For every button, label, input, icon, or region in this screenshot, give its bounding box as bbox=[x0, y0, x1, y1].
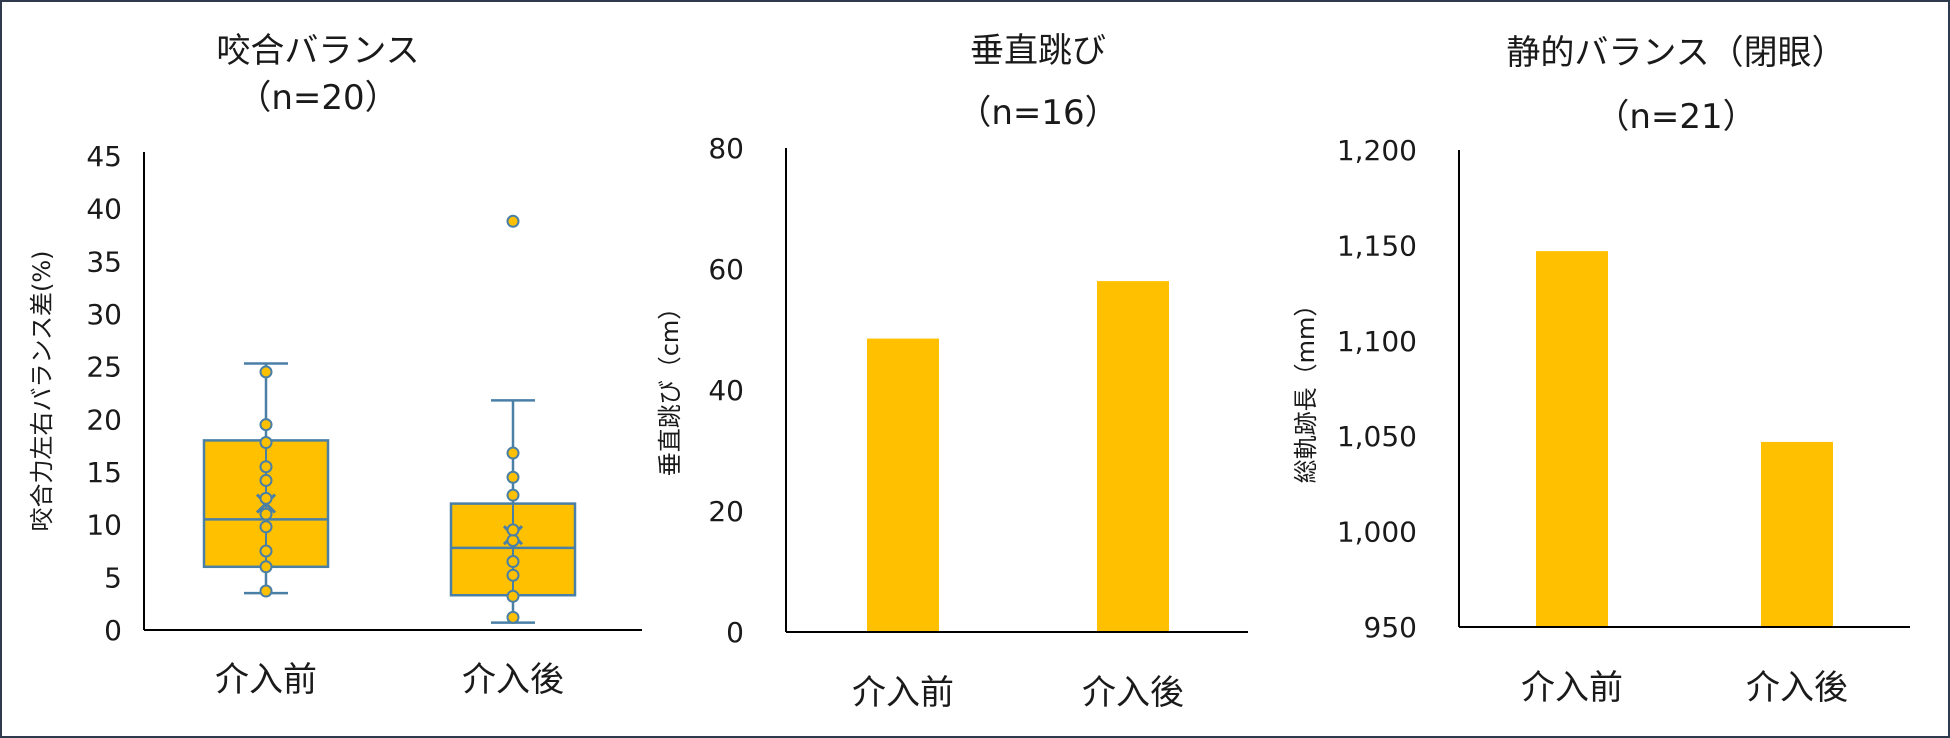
balance-category-after: 介入後 bbox=[1746, 668, 1848, 708]
jump-y-tick-2: 40 bbox=[708, 374, 744, 407]
box-y-tick-2: 10 bbox=[86, 509, 122, 542]
box-before-point-3 bbox=[259, 520, 273, 534]
box-before-point-8 bbox=[259, 436, 273, 450]
jump-category-before: 介入前 bbox=[852, 673, 954, 713]
box-y-tick-6: 30 bbox=[86, 298, 122, 331]
box-after-point-0 bbox=[506, 610, 520, 624]
balance-y-tick-3: 1,100 bbox=[1337, 325, 1417, 358]
box-after-point-9 bbox=[506, 214, 520, 228]
jump-bar-after bbox=[1097, 281, 1169, 631]
box-before-point-9 bbox=[259, 418, 273, 432]
box-after-point-3 bbox=[506, 555, 520, 569]
box-y-tick-7: 35 bbox=[86, 245, 122, 278]
balance-category-before: 介入前 bbox=[1521, 668, 1623, 708]
box-before-point-1 bbox=[259, 560, 273, 574]
box-y-tick-5: 25 bbox=[86, 351, 122, 384]
box-plots bbox=[202, 214, 577, 624]
jump-bars bbox=[867, 281, 1169, 631]
balance-y-tick-1: 1,000 bbox=[1337, 516, 1417, 549]
jump-y-tick-0: 0 bbox=[726, 616, 744, 649]
balance-y-tick-4: 1,150 bbox=[1337, 229, 1417, 262]
box-after-point-2 bbox=[506, 568, 520, 582]
box-y-axis-label: 咬合力左右バランス差(%) bbox=[28, 250, 56, 531]
box-after-point-1 bbox=[506, 589, 520, 603]
box-after-point-6 bbox=[506, 488, 520, 502]
box-y-ticks: 0 5 10 15 20 25 30 35 40 45 bbox=[86, 140, 122, 647]
jump-y-tick-1: 20 bbox=[708, 495, 744, 528]
balance-bars bbox=[1536, 251, 1833, 626]
box-title-line2: （n=20） bbox=[237, 78, 398, 118]
balance-title-line1: 静的バランス（閉眼） bbox=[1506, 33, 1845, 73]
box-before-point-6 bbox=[259, 473, 273, 487]
box-y-tick-9: 45 bbox=[86, 140, 122, 173]
jump-y-tick-4: 80 bbox=[708, 132, 744, 165]
box-before-point-2 bbox=[259, 544, 273, 558]
box-before-point-5 bbox=[259, 491, 273, 505]
box-after-point-4 bbox=[506, 533, 520, 547]
jump-title-line1: 垂直跳び bbox=[970, 31, 1106, 71]
box-after-point-5 bbox=[506, 523, 520, 537]
box-category-before: 介入前 bbox=[215, 660, 317, 700]
box-y-tick-4: 20 bbox=[86, 403, 122, 436]
balance-title-line2: （n=21） bbox=[1595, 97, 1756, 137]
balance-y-tick-2: 1,050 bbox=[1337, 420, 1417, 453]
box-y-tick-3: 15 bbox=[86, 456, 122, 489]
box-before-point-10 bbox=[259, 365, 273, 379]
balance-bar-after bbox=[1761, 441, 1833, 626]
jump-y-tick-3: 60 bbox=[708, 253, 744, 286]
box-after-point-7 bbox=[506, 470, 520, 484]
balance-y-tick-0: 950 bbox=[1364, 611, 1417, 644]
balance-bar-before bbox=[1536, 251, 1608, 626]
box-after-point-8 bbox=[506, 446, 520, 460]
jump-y-ticks: 0 20 40 60 80 bbox=[708, 132, 744, 649]
box-chart: 咬合バランス （n=20） 咬合力左右バランス差(%) 0 5 10 15 20 25 30… bbox=[28, 31, 642, 700]
box-y-tick-1: 5 bbox=[104, 561, 122, 594]
box-before-point-4 bbox=[259, 507, 273, 521]
jump-title-line2: （n=16） bbox=[957, 93, 1118, 133]
box-title-line1: 咬合バランス bbox=[216, 31, 419, 71]
balance-y-axis-label: 総軌跡長（mm） bbox=[1292, 293, 1320, 484]
box-before-point-7 bbox=[259, 460, 273, 474]
balance-y-ticks: 950 1,000 1,050 1,100 1,150 1,200 bbox=[1337, 134, 1417, 644]
balance-chart: 静的バランス（閉眼） （n=21） 総軌跡長（mm） 950 1,000 1,050… bbox=[1292, 33, 1910, 708]
box-y-tick-8: 40 bbox=[86, 193, 122, 226]
box-category-after: 介入後 bbox=[462, 660, 564, 700]
box-before-point-0 bbox=[259, 584, 273, 598]
jump-category-after: 介入後 bbox=[1082, 673, 1184, 713]
jump-bar-before bbox=[867, 338, 939, 631]
jump-y-axis-label: 垂直跳び（cm） bbox=[656, 296, 684, 477]
jump-chart: 垂直跳び （n=16） 垂直跳び（cm） 0 20 40 60 80 介入前 介入後 bbox=[656, 31, 1248, 713]
balance-y-tick-5: 1,200 bbox=[1337, 134, 1417, 167]
box-y-tick-0: 0 bbox=[104, 614, 122, 647]
